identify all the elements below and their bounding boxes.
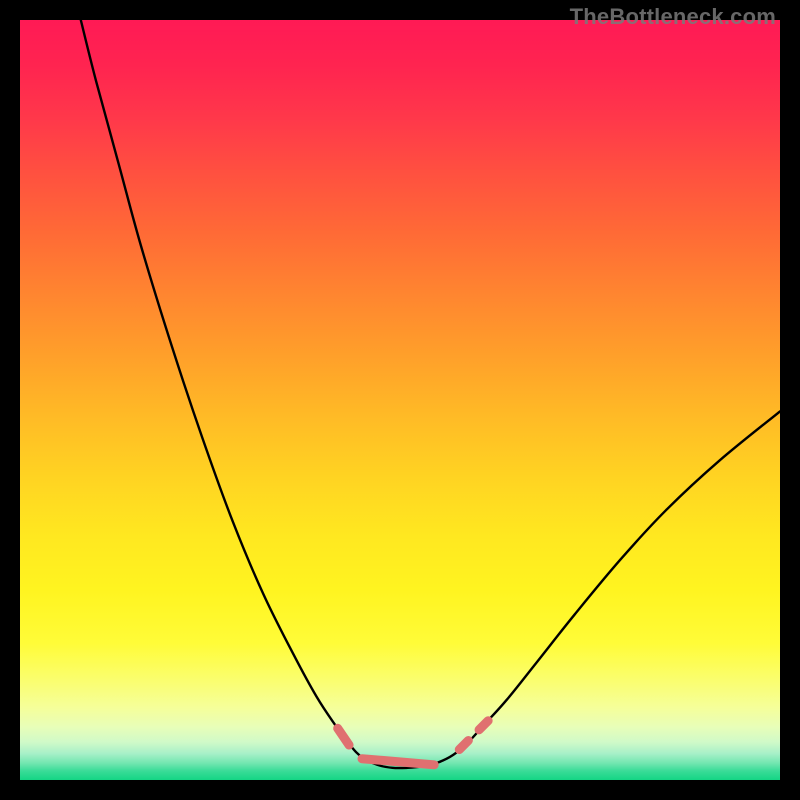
watermark-label: TheBottleneck.com xyxy=(570,4,776,30)
plot-area xyxy=(20,20,780,780)
bottleneck-curve-chart xyxy=(20,20,780,780)
frame: TheBottleneck.com xyxy=(0,0,800,800)
